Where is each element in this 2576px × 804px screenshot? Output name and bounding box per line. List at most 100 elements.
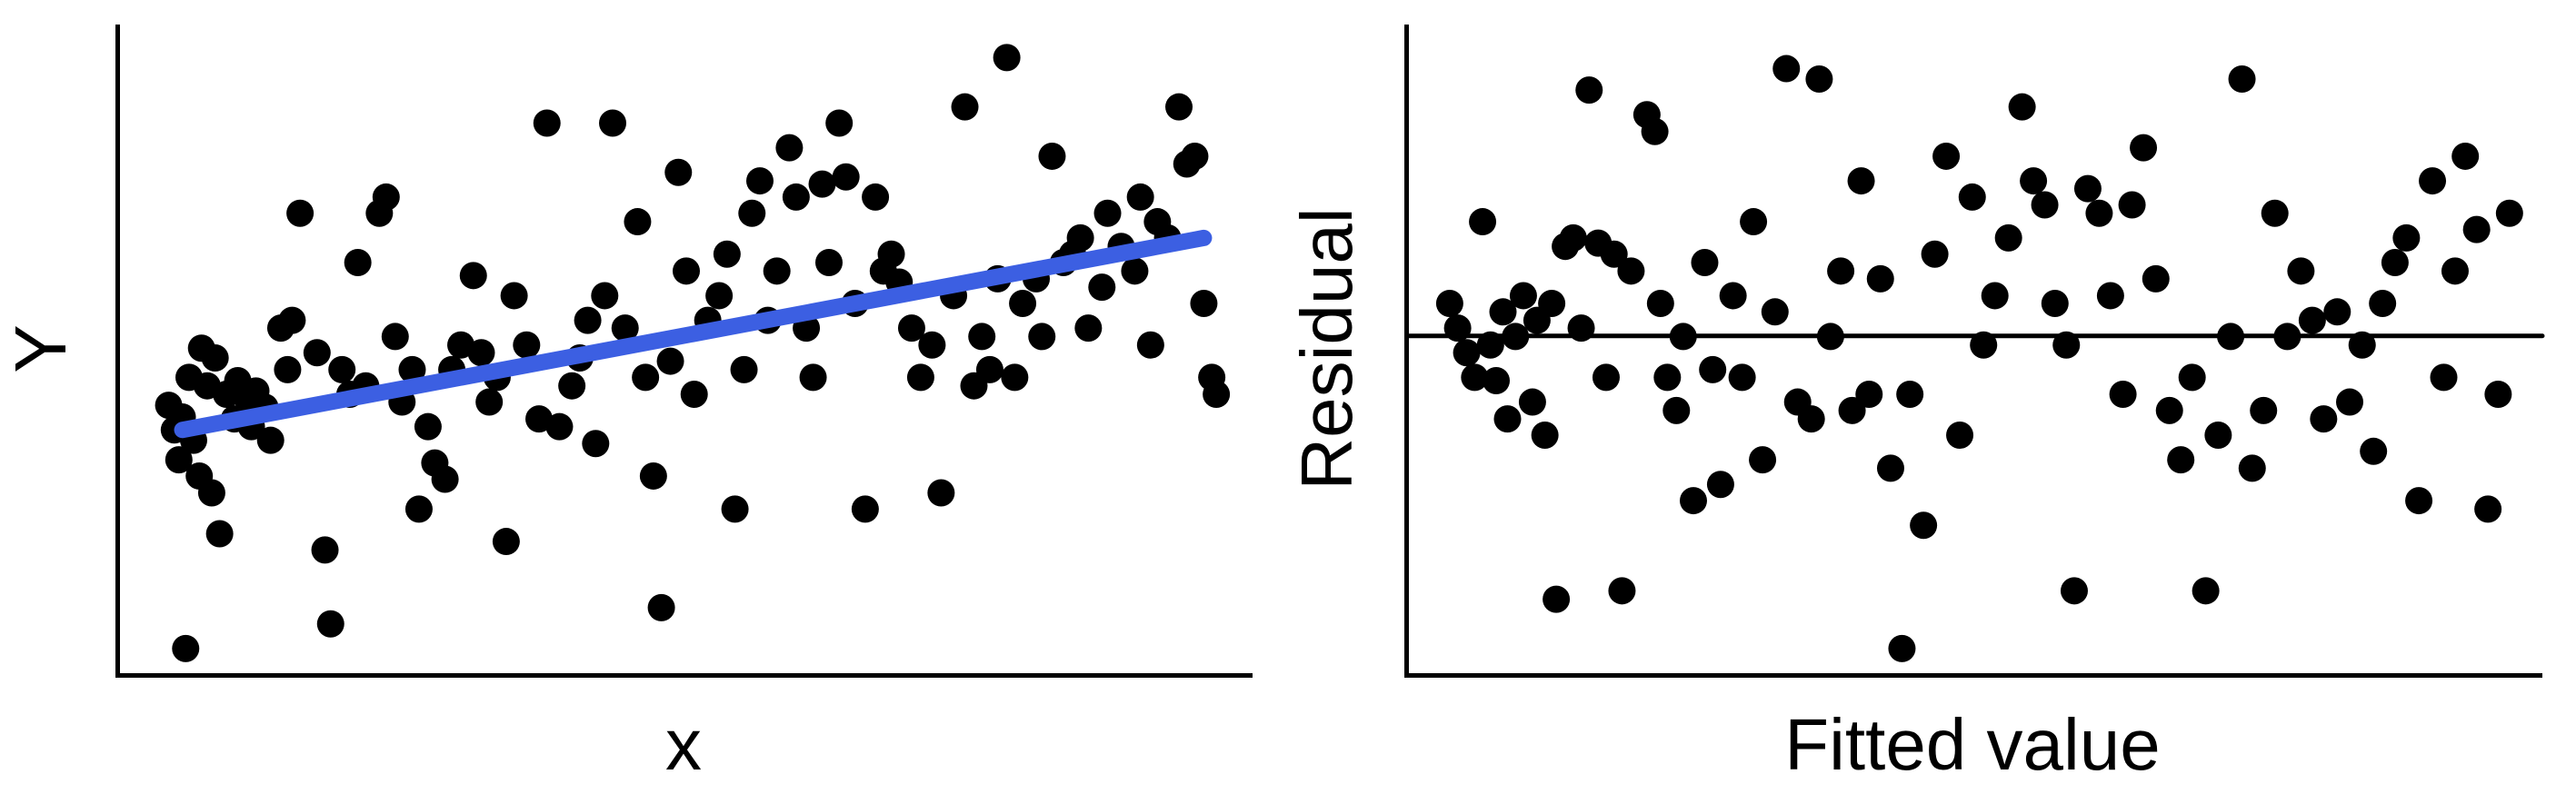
data-point xyxy=(1932,142,1961,170)
data-point xyxy=(1749,446,1777,474)
data-point xyxy=(2118,191,2146,219)
data-point xyxy=(1509,282,1537,310)
data-point xyxy=(1435,290,1463,318)
data-point xyxy=(311,536,339,564)
data-point xyxy=(1719,282,1747,310)
data-point xyxy=(278,306,306,334)
data-point xyxy=(624,208,652,236)
data-point xyxy=(2178,363,2206,392)
data-point xyxy=(1461,363,1489,392)
data-point xyxy=(2310,405,2338,433)
data-point xyxy=(500,282,528,310)
data-point xyxy=(2085,199,2113,227)
data-point xyxy=(825,109,854,137)
data-point xyxy=(730,355,758,383)
y-axis-label: Y xyxy=(0,324,81,373)
data-point xyxy=(2381,249,2409,277)
data-point xyxy=(1772,55,1801,83)
data-point xyxy=(475,388,504,416)
data-point xyxy=(1646,290,1674,318)
data-point xyxy=(414,412,442,441)
data-point xyxy=(2369,290,2397,318)
data-point xyxy=(2130,134,2158,162)
data-point xyxy=(591,282,619,310)
data-point xyxy=(1888,634,1916,662)
residual-plot xyxy=(1406,55,2545,662)
data-point xyxy=(664,158,693,186)
data-point xyxy=(1203,380,1231,408)
data-point xyxy=(713,240,741,268)
data-point xyxy=(2273,323,2301,351)
data-point xyxy=(1669,323,1697,351)
data-point xyxy=(558,372,586,400)
data-point xyxy=(2109,380,2137,408)
x-axis-label: x xyxy=(665,704,702,785)
data-point xyxy=(1538,290,1566,318)
data-point xyxy=(1009,290,1037,318)
data-point xyxy=(1531,421,1559,449)
data-point xyxy=(2052,331,2081,359)
fitted-regression-line xyxy=(174,229,1213,439)
data-point xyxy=(1093,199,1122,227)
data-point xyxy=(1740,208,1768,236)
data-point xyxy=(1567,314,1595,342)
data-point xyxy=(1662,396,1691,424)
data-point xyxy=(1838,396,1866,424)
data-point xyxy=(2261,199,2289,227)
data-point xyxy=(1691,249,1719,277)
data-point xyxy=(2142,264,2170,293)
data-point xyxy=(1641,117,1669,145)
data-point xyxy=(2462,215,2491,243)
data-point xyxy=(1493,405,1522,433)
data-point xyxy=(1066,223,1094,252)
data-point xyxy=(906,363,934,392)
data-point xyxy=(1126,183,1154,211)
data-point xyxy=(372,183,400,211)
scatter-plot xyxy=(155,44,1231,662)
data-point xyxy=(799,363,827,392)
data-point xyxy=(1600,240,1628,268)
data-point xyxy=(877,240,905,268)
data-point xyxy=(639,462,667,490)
data-point xyxy=(328,355,356,383)
data-point xyxy=(2484,380,2512,408)
data-point xyxy=(1443,314,1472,342)
data-point xyxy=(2405,487,2433,515)
fitted-value-axis-label: Fitted value xyxy=(1784,704,2161,785)
data-point xyxy=(344,249,372,277)
data-point xyxy=(2073,174,2102,203)
data-point xyxy=(1543,585,1571,613)
data-point xyxy=(574,306,602,334)
data-point xyxy=(647,593,675,621)
data-point xyxy=(1483,366,1511,394)
data-point xyxy=(1847,167,1875,195)
data-point xyxy=(632,363,660,392)
data-point xyxy=(404,495,433,523)
data-point xyxy=(256,426,285,454)
data-point xyxy=(2451,142,2480,170)
data-point xyxy=(2323,298,2351,326)
data-point xyxy=(1805,65,1833,93)
data-point xyxy=(927,479,955,507)
data-point xyxy=(2167,446,2195,474)
data-point xyxy=(2041,290,2069,318)
data-point xyxy=(165,446,193,474)
data-point xyxy=(2392,223,2421,252)
data-point xyxy=(951,93,979,121)
data-point xyxy=(1181,142,1209,170)
data-point xyxy=(513,331,541,359)
data-point xyxy=(705,282,734,310)
data-point xyxy=(1165,93,1193,121)
data-point xyxy=(599,109,627,137)
data-point xyxy=(2336,388,2364,416)
data-point xyxy=(2495,199,2523,227)
data-point xyxy=(775,134,804,162)
data-point xyxy=(2348,331,2376,359)
data-point xyxy=(763,257,791,285)
data-point xyxy=(1910,511,1938,540)
data-point xyxy=(1855,380,1883,408)
data-point xyxy=(398,355,426,383)
data-point xyxy=(2430,363,2458,392)
data-point xyxy=(492,528,520,556)
